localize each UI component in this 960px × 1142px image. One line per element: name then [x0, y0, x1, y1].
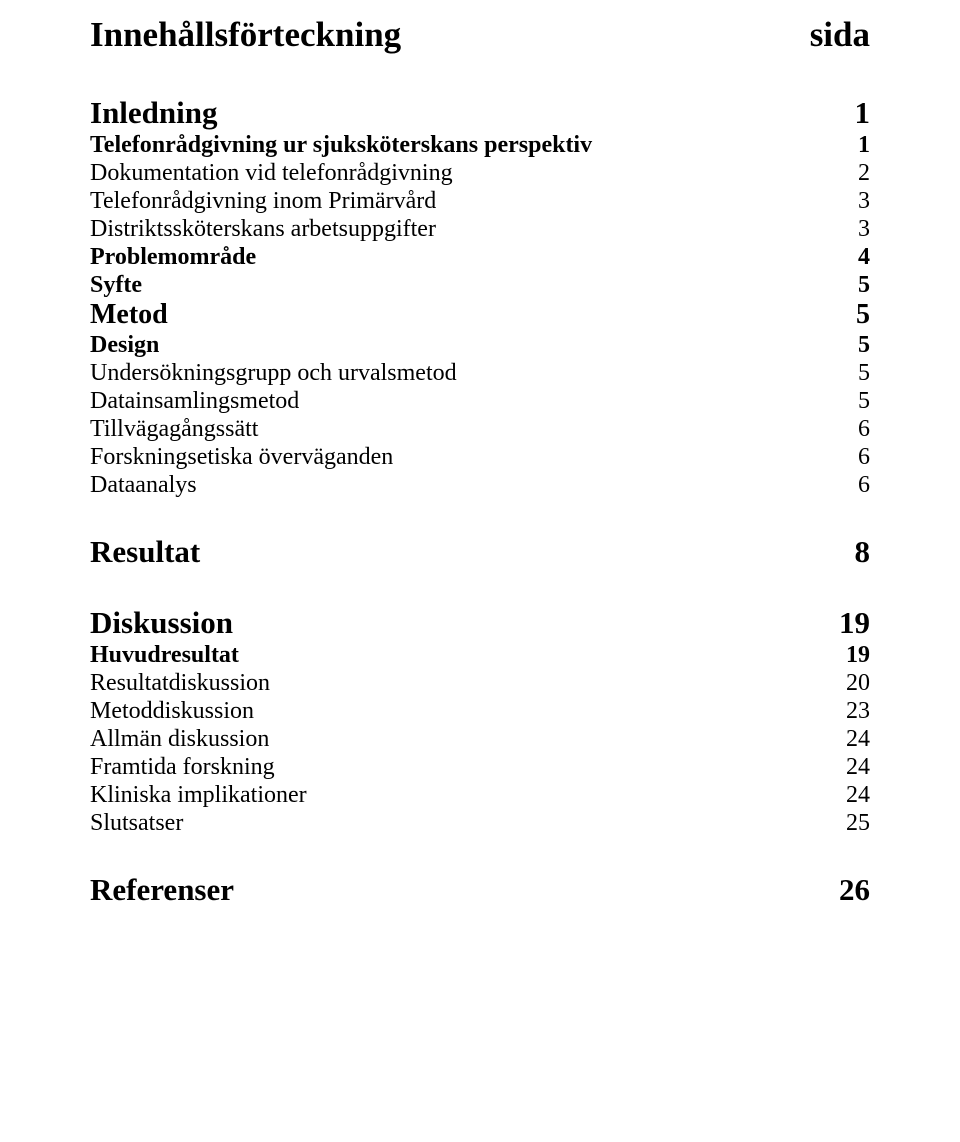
toc-entry-label: Telefonrådgivning inom Primärvård	[90, 187, 436, 215]
toc-section-diskussion: Diskussion 19	[90, 604, 870, 641]
toc-entry-page: 5	[858, 331, 870, 359]
toc-entry-label: Inledning	[90, 94, 218, 131]
toc-entry: Framtida forskning 24	[90, 753, 870, 781]
toc-entry-label: Forskningsetiska överväganden	[90, 443, 393, 471]
toc-entry-page: 20	[846, 669, 870, 697]
toc-entry: Allmän diskussion 24	[90, 725, 870, 753]
toc-diskussion-sublist: Huvudresultat19Resultatdiskussion20Metod…	[90, 641, 870, 837]
toc-section-resultat: Resultat 8	[90, 533, 870, 570]
toc-entry-page: 19	[839, 604, 870, 641]
toc-entry: Dataanalys 6	[90, 471, 870, 499]
toc-entry: Telefonrådgivning ur sjuksköterskans per…	[90, 131, 870, 159]
toc-entry-page: 5	[856, 299, 870, 331]
toc-entry-label: Telefonrådgivning ur sjuksköterskans per…	[90, 131, 592, 159]
toc-entry-page: 6	[858, 471, 870, 499]
toc-entry-label: Referenser	[90, 871, 234, 908]
toc-entry-label: Slutsatser	[90, 809, 183, 837]
toc-entry-page: 1	[855, 94, 871, 131]
toc-entry-page: 19	[846, 641, 870, 669]
toc-entry: Tillvägagångssätt 6	[90, 415, 870, 443]
toc-entry-label: Design	[90, 331, 159, 359]
toc-entry-page: 24	[846, 753, 870, 781]
toc-entry: Design 5	[90, 331, 870, 359]
toc-entry-page: 3	[858, 187, 870, 215]
toc-entry: Problemområde 4	[90, 243, 870, 271]
toc-entry: Metod 5	[90, 299, 870, 331]
spacer	[90, 499, 870, 533]
toc-entry: Resultatdiskussion 20	[90, 669, 870, 697]
page: Innehållsförteckning sida Inledning 1 Tele…	[0, 0, 960, 1142]
toc-entry-page: 6	[858, 443, 870, 471]
spacer	[90, 56, 870, 94]
toc-entry: Dokumentation vid telefonrådgivning 2	[90, 159, 870, 187]
toc-entry-label: Huvudresultat	[90, 641, 239, 669]
toc-entry: Huvudresultat 19	[90, 641, 870, 669]
toc-entry-page: 5	[858, 387, 870, 415]
toc-entry-page: 24	[846, 781, 870, 809]
toc-entry: Inledning 1	[90, 94, 870, 131]
toc-entry-page: 3	[858, 215, 870, 243]
toc-entry-label: Syfte	[90, 271, 142, 299]
toc-entry-label: Allmän diskussion	[90, 725, 269, 753]
toc-entry: Telefonrådgivning inom Primärvård 3	[90, 187, 870, 215]
spacer	[90, 570, 870, 604]
toc-entry-page: 2	[858, 159, 870, 187]
toc-list: Inledning 1 Telefonrådgivning ur sjuksköte…	[90, 94, 870, 499]
toc-entry: Forskningsetiska överväganden 6	[90, 443, 870, 471]
toc-entry: Undersökningsgrupp och urvalsmetod 5	[90, 359, 870, 387]
toc-entry-page: 23	[846, 697, 870, 725]
toc-entry: Slutsatser 25	[90, 809, 870, 837]
toc-entry-page: 8	[855, 533, 871, 570]
toc-entry-page: 5	[858, 271, 870, 299]
toc-title-page-label: sida	[810, 14, 870, 56]
toc-entry: Distriktssköterskans arbetsuppgifter 3	[90, 215, 870, 243]
toc-entry-label: Tillvägagångssätt	[90, 415, 258, 443]
toc-entry: Syfte 5	[90, 271, 870, 299]
toc-entry-label: Dokumentation vid telefonrådgivning	[90, 159, 453, 187]
toc-entry-label: Kliniska implikationer	[90, 781, 307, 809]
toc-entry-label: Distriktssköterskans arbetsuppgifter	[90, 215, 436, 243]
toc-entry-page: 6	[858, 415, 870, 443]
toc-section-referenser: Referenser 26	[90, 871, 870, 908]
toc-entry-page: 5	[858, 359, 870, 387]
toc-entry-page: 4	[858, 243, 870, 271]
toc-entry-label: Metod	[90, 299, 168, 331]
toc-title-row: Innehållsförteckning sida	[90, 14, 870, 56]
toc-entry-label: Resultatdiskussion	[90, 669, 270, 697]
toc-entry-label: Datainsamlingsmetod	[90, 387, 299, 415]
toc-entry-page: 1	[858, 131, 870, 159]
toc-entry-label: Resultat	[90, 533, 200, 570]
toc-entry-label: Diskussion	[90, 604, 233, 641]
toc-entry: Metoddiskussion 23	[90, 697, 870, 725]
toc-title: Innehållsförteckning	[90, 14, 401, 56]
toc-entry: Datainsamlingsmetod 5	[90, 387, 870, 415]
toc-entry-page: 24	[846, 725, 870, 753]
toc-entry-label: Framtida forskning	[90, 753, 275, 781]
toc-entry: Kliniska implikationer 24	[90, 781, 870, 809]
toc-entry-label: Metoddiskussion	[90, 697, 254, 725]
spacer	[90, 837, 870, 871]
toc-entry-label: Undersökningsgrupp och urvalsmetod	[90, 359, 457, 387]
toc-entry-page: 25	[846, 809, 870, 837]
toc-entry-label: Dataanalys	[90, 471, 197, 499]
toc-entry-label: Problemområde	[90, 243, 256, 271]
toc-entry-page: 26	[839, 871, 870, 908]
